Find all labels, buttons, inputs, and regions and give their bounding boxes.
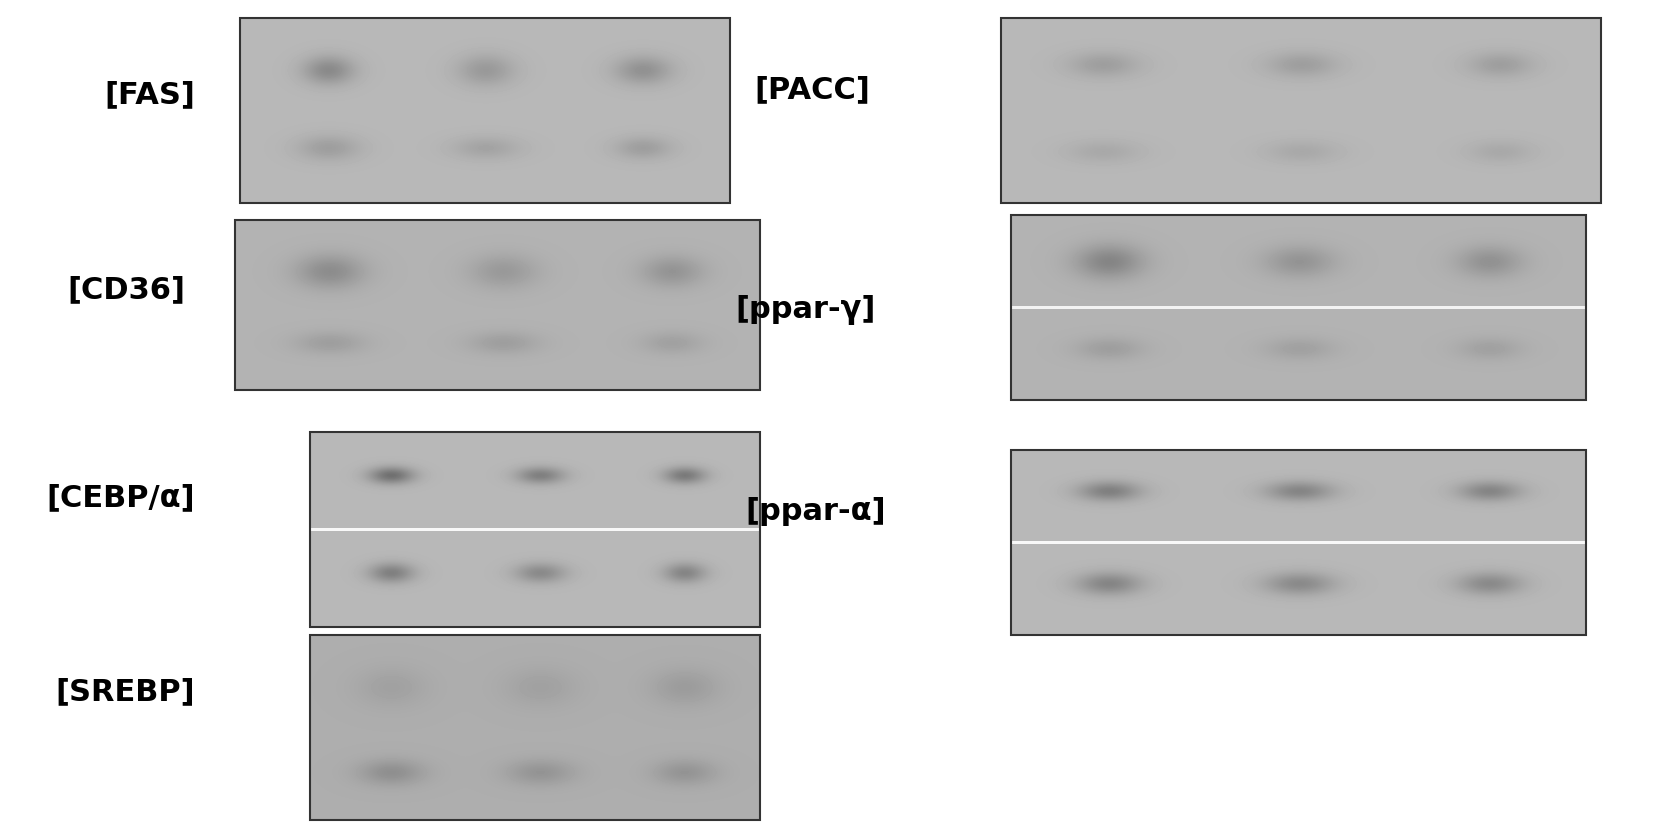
Bar <box>1000 18 1599 203</box>
Text: [FAS]: [FAS] <box>104 81 196 109</box>
Bar <box>310 432 760 627</box>
Bar <box>310 635 760 820</box>
Text: [CD36]: [CD36] <box>67 275 186 304</box>
Text: [ppar-γ]: [ppar-γ] <box>734 295 875 325</box>
Text: [PACC]: [PACC] <box>755 76 870 104</box>
Bar <box>239 18 729 203</box>
Bar <box>1010 450 1584 635</box>
Bar <box>1010 215 1584 400</box>
Text: [SREBP]: [SREBP] <box>55 677 196 706</box>
Bar <box>234 220 760 390</box>
Text: [CEBP/α]: [CEBP/α] <box>47 484 196 513</box>
Text: [ppar-α]: [ppar-α] <box>744 498 885 526</box>
